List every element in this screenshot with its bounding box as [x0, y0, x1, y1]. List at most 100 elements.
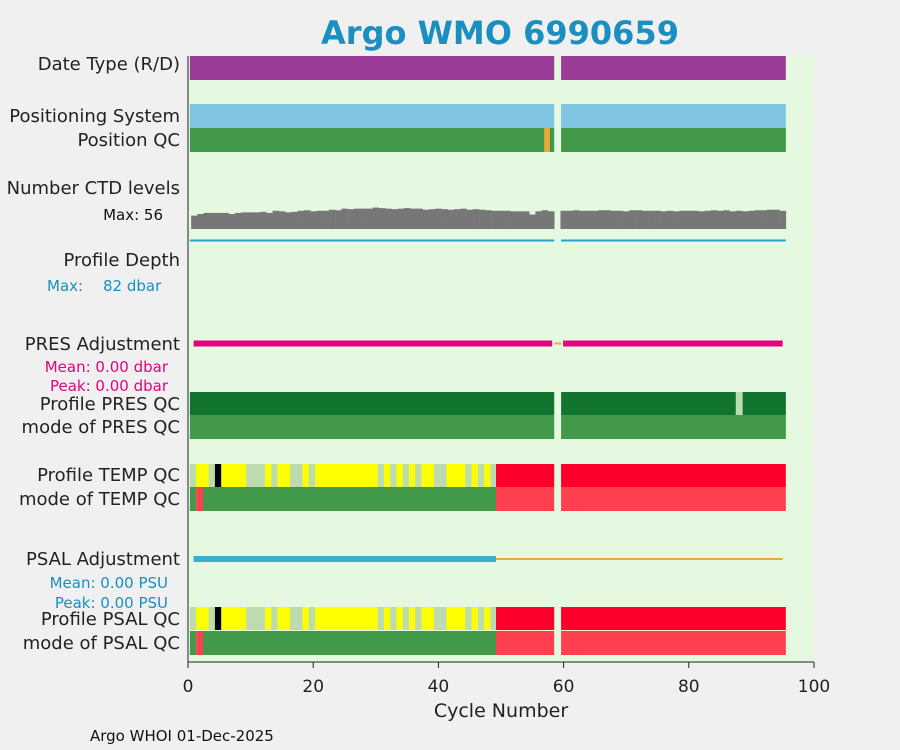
mode-temp-qc-bad-seg2: [561, 487, 786, 511]
ctd-level-bar: [666, 210, 674, 229]
ctd-level-bar: [335, 210, 342, 229]
ctd-level-bar: [360, 208, 367, 229]
profile-psal-qc-cycle: [221, 607, 228, 630]
ctd-level-bar: [716, 210, 724, 229]
date-type-bar-seg2: [561, 56, 786, 80]
position-qc-bar-seg1: [189, 128, 555, 152]
ctd-level-bar: [285, 212, 292, 229]
label-pres-adjustment: PRES Adjustment: [25, 334, 180, 355]
ctd-level-bar: [485, 210, 492, 229]
ctd-level-bar: [403, 208, 411, 229]
ctd-level-bar: [347, 209, 355, 229]
label-profile-pres-qc: Profile PRES QC: [40, 394, 180, 415]
ctd-level-bar: [635, 210, 643, 229]
ctd-level-bar: [341, 208, 348, 229]
ctd-level-bar: [616, 210, 624, 229]
ctd-level-bar: [460, 208, 467, 229]
profile-psal-qc-cycle: [189, 607, 197, 630]
profile-temp-qc-cycle: [246, 464, 253, 487]
profile-psal-qc-cycle: [315, 607, 322, 630]
ctd-level-bar: [291, 211, 298, 229]
ctd-level-bar: [641, 210, 649, 229]
label-position-qc: Position QC: [77, 130, 180, 151]
ctd-level-bar: [504, 210, 511, 229]
x-tick-label: 100: [798, 677, 830, 697]
x-tick-label: 60: [553, 677, 575, 697]
ctd-level-bar: [259, 211, 267, 229]
mode-psal-qc-bad-start: [196, 631, 204, 655]
ctd-level-bar: [491, 210, 499, 229]
label-ctd-max: Max: 56: [103, 206, 163, 224]
mode-temp-qc-good-start: [189, 487, 197, 511]
profile-temp-qc-cycle: [440, 464, 447, 487]
ctd-level-bar: [429, 209, 436, 229]
profile-temp-qc-cycle: [340, 464, 347, 487]
profile-psal-qc-bad-seg1: [495, 607, 555, 630]
profile-psal-qc-cycle: [446, 607, 454, 630]
mode-temp-qc-bad-start: [196, 487, 204, 511]
profile-temp-qc-cycle: [189, 464, 197, 487]
mode-temp-qc-good: [203, 487, 496, 511]
ctd-level-bar: [378, 208, 386, 229]
profile-psal-qc-cycle: [440, 607, 447, 630]
position-qc-exception: [544, 128, 550, 152]
profile-psal-qc-cycle: [333, 607, 341, 630]
profile-temp-qc-cycle: [396, 464, 404, 487]
x-tick-label: 0: [183, 677, 194, 697]
profile-psal-qc-cycle: [208, 607, 216, 630]
label-date-type: Date Type (R/D): [38, 54, 180, 75]
profile-temp-qc-cycle: [346, 464, 353, 487]
profile-temp-qc-cycle: [402, 464, 410, 487]
label-positioning-system: Positioning System: [9, 106, 180, 127]
profile-temp-qc-cycle: [283, 464, 291, 487]
ctd-level-bar: [472, 209, 480, 229]
x-tick-label: 80: [678, 677, 700, 697]
ctd-level-bar: [585, 210, 593, 229]
ctd-level-bar: [535, 211, 542, 229]
x-ticks: 0 20 40 60 80 100: [183, 662, 830, 697]
ctd-level-bar: [222, 212, 229, 229]
profile-pres-qc-bar-seg1: [189, 392, 555, 415]
chart-title: Argo WMO 6990659: [321, 14, 679, 52]
ctd-level-bar: [278, 211, 286, 229]
profile-temp-qc-cycle: [252, 464, 260, 487]
profile-psal-qc-cycle: [408, 607, 416, 630]
profile-temp-qc-cycle: [358, 464, 366, 487]
profile-temp-qc-cycle: [390, 464, 397, 487]
ctd-level-bar: [328, 209, 336, 229]
profile-psal-qc-cycle: [396, 607, 404, 630]
profile-temp-qc-cycle: [214, 464, 222, 487]
label-psal-adjustment: PSAL Adjustment: [26, 549, 180, 570]
profile-temp-qc-cycle: [484, 464, 491, 487]
profile-temp-qc-cycle: [490, 464, 497, 487]
ctd-level-bar: [547, 211, 555, 229]
ctd-level-bar: [691, 210, 699, 229]
x-tick-label: 20: [302, 677, 324, 697]
ctd-level-bar: [773, 209, 780, 229]
ctd-level-bar: [454, 209, 461, 229]
position-qc-bar-seg2: [561, 128, 786, 152]
profile-psal-qc-cycle: [390, 607, 397, 630]
ctd-level-bar: [704, 210, 712, 229]
ctd-level-bar: [466, 209, 474, 229]
profile-psal-qc-cycle: [477, 607, 485, 630]
ctd-level-bar: [654, 210, 661, 229]
ctd-level-bar: [297, 210, 305, 229]
profile-temp-qc-cycle: [296, 464, 303, 487]
profile-temp-qc-cycle: [264, 464, 272, 487]
profile-temp-qc-cycle: [427, 464, 435, 487]
ctd-level-bar: [479, 209, 486, 229]
label-profile-depth: Profile Depth: [63, 250, 180, 271]
profile-psal-qc-cycle: [427, 607, 435, 630]
profile-psal-qc-cycle: [471, 607, 479, 630]
profile-psal-qc-cycle: [459, 607, 466, 630]
ctd-level-bar: [648, 210, 655, 229]
ctd-level-bar: [372, 207, 380, 229]
ctd-level-bar: [209, 212, 217, 229]
date-type-bar-seg1: [189, 56, 555, 80]
profile-psal-qc-cycle: [290, 607, 297, 630]
ctd-level-bar: [516, 211, 524, 229]
ctd-level-bar: [779, 210, 787, 229]
ctd-level-bar: [598, 210, 605, 229]
